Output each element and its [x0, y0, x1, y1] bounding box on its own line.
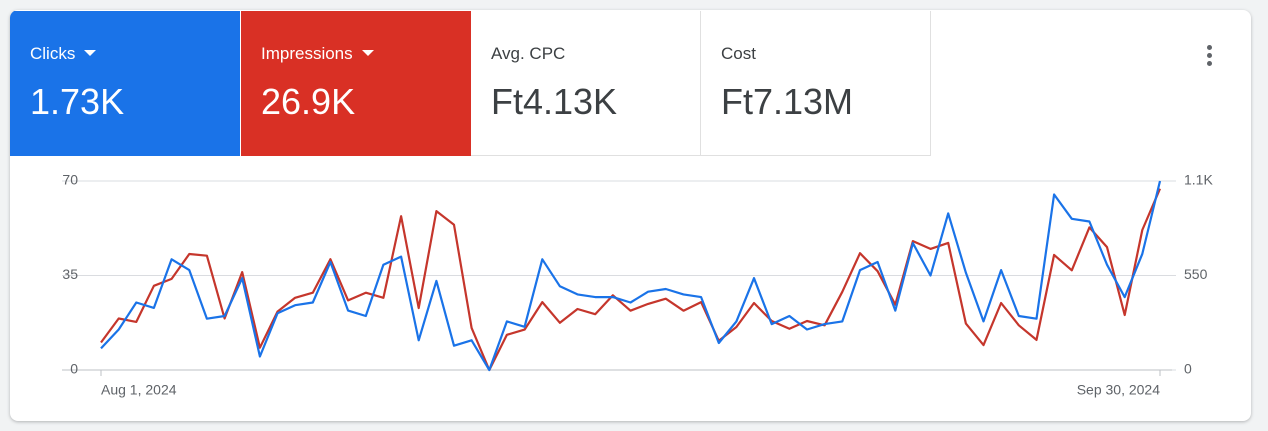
scorecard[interactable]: Impressions 26.9K	[241, 11, 471, 156]
y2-tick-label: 0	[1184, 361, 1192, 377]
scorecard-value: Ft4.13K	[491, 81, 618, 122]
y2-tick-label: 1.1K	[1184, 172, 1213, 188]
scorecard-value: Ft7.13M	[721, 81, 854, 122]
y-tick-label: 70	[62, 172, 78, 188]
series-line	[100, 180, 1162, 372]
scorecard[interactable]: Cost Ft7.13M	[701, 11, 931, 156]
scorecard-label: Cost	[721, 44, 756, 63]
scorecard-value: 26.9K	[261, 81, 356, 122]
series-line	[100, 188, 1162, 372]
scorecard[interactable]: Clicks 1.73K	[10, 11, 240, 156]
scorecard-label: Clicks	[30, 44, 97, 64]
scorecard-label: Impressions	[261, 44, 374, 64]
dropdown-arrow	[361, 50, 374, 56]
label-text: Clicks	[30, 44, 76, 63]
more-menu[interactable]	[1207, 45, 1213, 69]
y-tick-label: 0	[70, 361, 78, 377]
y2-tick-label: 550	[1184, 266, 1208, 282]
y-tick-label: 35	[62, 266, 78, 282]
x-tick-label: Sep 30, 2024	[1077, 382, 1161, 398]
label-text: Impressions	[261, 44, 353, 63]
performance-card: Clicks 1.73K Impressions 26.9K Avg. CPC …	[10, 10, 1251, 421]
scorecard-label: Avg. CPC	[491, 44, 566, 63]
scorecard[interactable]: Avg. CPC Ft4.13K	[471, 11, 701, 156]
scorecard-value: 1.73K	[30, 81, 125, 122]
x-tick-label: Aug 1, 2024	[101, 382, 177, 398]
dropdown-arrow	[84, 50, 97, 56]
